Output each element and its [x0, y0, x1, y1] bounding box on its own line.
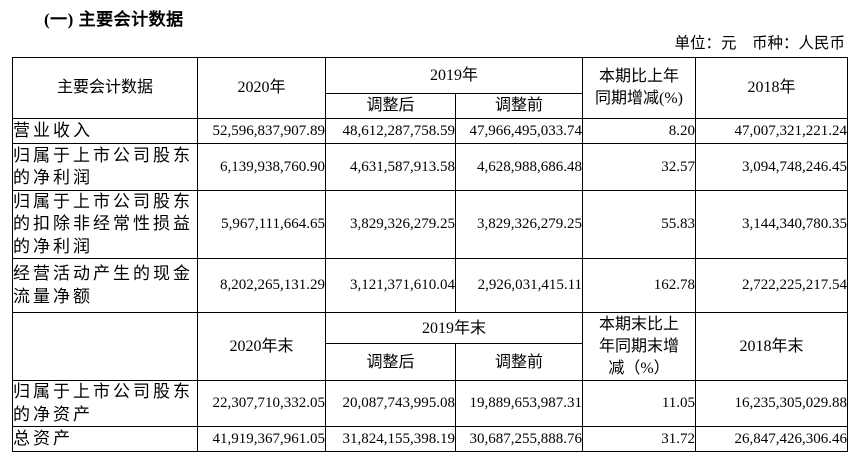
- header-row-annual-sub: 调整后 调整前: [13, 93, 848, 119]
- value-2019-original: 19,889,653,987.31: [454, 380, 584, 428]
- header-2019: 2019年: [324, 57, 584, 94]
- value-2018: 3,144,340,780.35: [695, 189, 849, 260]
- value-2018: 16,235,305,029.88: [695, 380, 849, 428]
- value-2018: 47,007,321,221.24: [695, 118, 849, 144]
- row-label: 经营活动产生的现金流量净额: [12, 258, 198, 314]
- section-title: (一) 主要会计数据: [44, 10, 184, 29]
- value-2020: 22,307,710,332.05: [197, 380, 326, 428]
- value-2020: 5,967,111,664.65: [197, 189, 326, 260]
- header-2018: 2018年: [695, 57, 849, 119]
- header-label-col: 主要会计数据: [12, 57, 198, 119]
- header-label-col-empty: [12, 312, 198, 382]
- key-accounting-data-table: 主要会计数据 2020年 2019年 本期比上年同期增减(%) 2018年 调整…: [12, 57, 849, 453]
- value-2020: 6,139,938,760.90: [197, 143, 326, 191]
- value-2019-adjusted: 20,087,743,995.08: [325, 380, 456, 428]
- value-2018: 2,722,225,217.54: [695, 258, 849, 314]
- value-2019-adjusted: 3,121,371,610.04: [325, 258, 456, 314]
- table-row: 归属于上市公司股东的净资产 22,307,710,332.05 20,087,7…: [12, 380, 849, 428]
- value-2020: 52,596,837,907.89: [197, 118, 326, 144]
- value-change-pct: 31.72: [582, 426, 697, 453]
- value-change-pct: 11.05: [582, 380, 697, 428]
- header-adjusted-after: 调整后: [325, 93, 456, 119]
- table-row: 总资产 41,919,367,961.05 31,824,155,398.19 …: [12, 426, 849, 453]
- value-2018: 26,847,426,306.46: [695, 426, 849, 453]
- header-2020-end: 2020年末: [197, 312, 326, 382]
- value-2019-adjusted: 4,631,587,913.58: [325, 143, 456, 191]
- value-2019-original: 30,687,255,888.76: [454, 426, 584, 453]
- value-2019-original: 3,829,326,279.25: [454, 189, 584, 260]
- table-row: 归属于上市公司股东的净利润 6,139,938,760.90 4,631,587…: [12, 143, 849, 191]
- row-label: 总资产: [12, 426, 198, 453]
- row-label: 归属于上市公司股东的净资产: [12, 380, 198, 428]
- header-row-yearend-sub: 调整后 调整前: [13, 343, 848, 382]
- header-2020: 2020年: [197, 57, 326, 119]
- value-change-pct: 32.57: [582, 143, 697, 191]
- value-2019-adjusted: 3,829,326,279.25: [325, 189, 456, 260]
- header-2018-end: 2018年末: [695, 312, 849, 382]
- row-label: 营业收入: [12, 118, 198, 144]
- header-change-pct-end: 本期末比上年同期末增减（%）: [582, 312, 697, 382]
- table-row: 归属于上市公司股东的扣除非经常性损益的净利润 5,967,111,664.65 …: [12, 189, 849, 260]
- value-change-pct: 55.83: [582, 189, 697, 260]
- value-2019-adjusted: 31,824,155,398.19: [325, 426, 456, 453]
- value-change-pct: 162.78: [582, 258, 697, 314]
- value-2019-original: 2,926,031,415.11: [454, 258, 584, 314]
- row-label: 归属于上市公司股东的净利润: [12, 143, 198, 191]
- table-row: 营业收入 52,596,837,907.89 48,612,287,758.59…: [12, 118, 849, 144]
- value-2020: 41,919,367,961.05: [197, 426, 326, 453]
- header-adjusted-after: 调整后: [325, 343, 456, 382]
- value-change-pct: 8.20: [582, 118, 697, 144]
- unit-currency-note: 单位：元 币种：人民币: [674, 35, 845, 52]
- row-label: 归属于上市公司股东的扣除非经常性损益的净利润: [12, 189, 198, 260]
- header-adjusted-before: 调整前: [454, 93, 584, 119]
- header-row-annual: 主要会计数据 2020年 2019年 本期比上年同期增减(%) 2018年: [12, 57, 849, 119]
- value-2019-original: 47,966,495,033.74: [454, 118, 584, 144]
- header-adjusted-before: 调整前: [454, 343, 584, 382]
- header-2019-end: 2019年末: [324, 312, 584, 345]
- header-change-pct: 本期比上年同期增减(%): [582, 57, 697, 119]
- value-2019-adjusted: 48,612,287,758.59: [325, 118, 456, 144]
- value-2018: 3,094,748,246.45: [695, 143, 849, 191]
- value-2020: 8,202,265,131.29: [197, 258, 326, 314]
- value-2019-original: 4,628,988,686.48: [454, 143, 584, 191]
- header-row-yearend: 2020年末 2019年末 本期末比上年同期末增减（%） 2018年末: [12, 312, 849, 382]
- table-row: 经营活动产生的现金流量净额 8,202,265,131.29 3,121,371…: [12, 258, 849, 314]
